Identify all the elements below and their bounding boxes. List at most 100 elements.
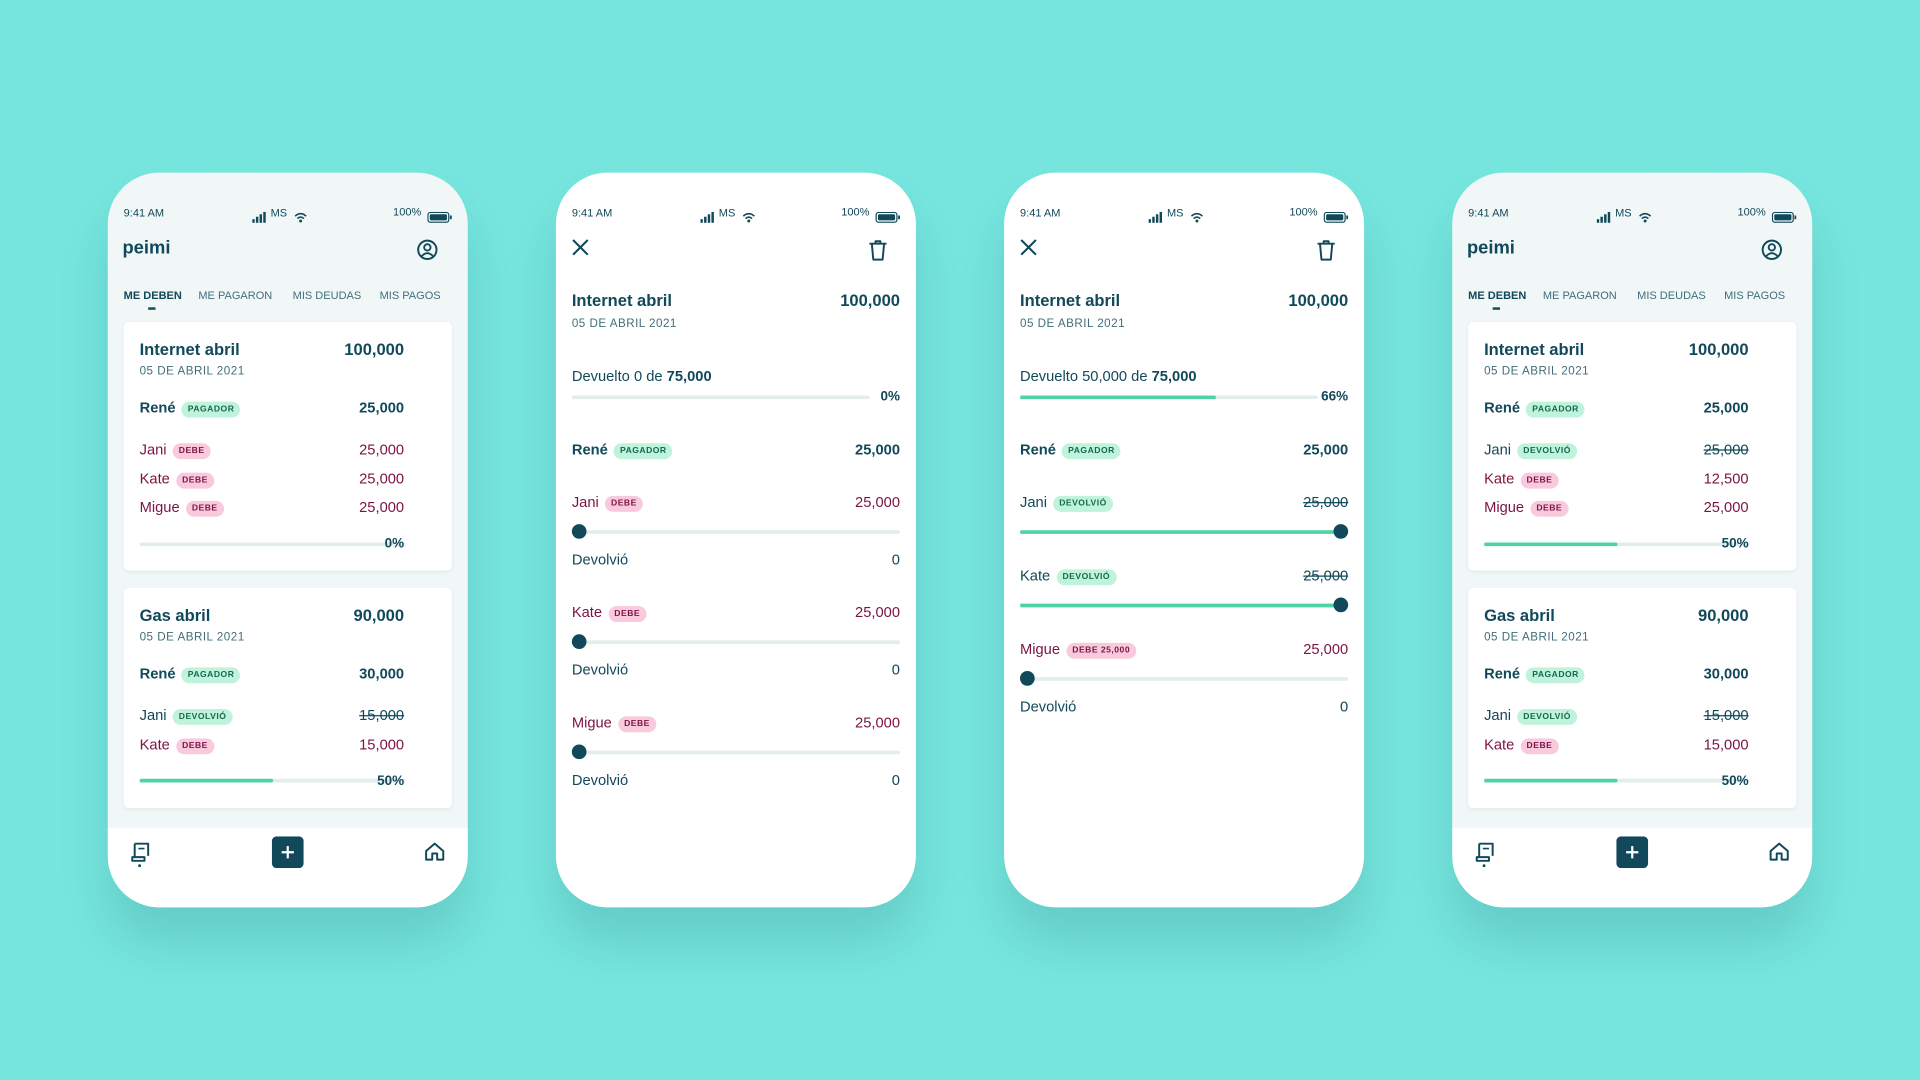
history-button[interactable] bbox=[129, 840, 153, 868]
card-title: Internet abril bbox=[139, 340, 240, 359]
progress-fill bbox=[1484, 778, 1617, 783]
status-badge: DEBE bbox=[172, 443, 211, 460]
add-button[interactable] bbox=[271, 836, 304, 869]
card-date: 05 DE ABRIL 2021 bbox=[1484, 364, 1590, 379]
status-badge: DEBE bbox=[185, 500, 224, 517]
progress-track bbox=[139, 778, 406, 783]
progress-label: 50% bbox=[1721, 536, 1749, 552]
slider-track bbox=[1020, 603, 1349, 607]
profile-button[interactable] bbox=[416, 239, 438, 261]
status-badge: DEBE bbox=[1520, 472, 1559, 488]
wifi-icon bbox=[742, 207, 755, 223]
home-button-svg bbox=[1769, 842, 1789, 861]
progress-track bbox=[571, 394, 870, 399]
person-amount: 25,000 bbox=[855, 440, 901, 458]
slider-knob[interactable] bbox=[1333, 597, 1349, 613]
person-row: Jani DEVOLVIÓ bbox=[140, 705, 233, 725]
slider-fill bbox=[1020, 603, 1341, 607]
summary-returned: 0 bbox=[633, 367, 643, 385]
person-row: Jani DEVOLVIÓ bbox=[1484, 440, 1577, 460]
card-amount: 100,000 bbox=[1688, 340, 1749, 359]
home-button[interactable] bbox=[424, 841, 446, 862]
add-button[interactable] bbox=[1616, 836, 1649, 869]
status-carrier: MS bbox=[1615, 206, 1632, 220]
status-badge: DEBE bbox=[604, 495, 643, 512]
person-row: Kate DEBE bbox=[1484, 468, 1559, 488]
profile-button-svg bbox=[417, 239, 438, 260]
person-row: René PAGADOR bbox=[1484, 664, 1585, 684]
slider-knob[interactable] bbox=[571, 524, 587, 539]
person-row: Kate DEVOLVIÓ bbox=[1020, 566, 1117, 586]
tab[interactable]: ME PAGARON bbox=[198, 288, 273, 302]
close-button[interactable] bbox=[1020, 239, 1037, 256]
wifi-icon bbox=[1638, 207, 1652, 223]
returned-value: 0 bbox=[1339, 697, 1349, 716]
slider-knob[interactable] bbox=[571, 744, 587, 760]
slider-knob[interactable] bbox=[571, 634, 587, 649]
status-battery: 100% bbox=[393, 205, 422, 218]
expense-card[interactable]: Gas abril 90,000 05 DE ABRIL 2021 René PAGAD… bbox=[1468, 587, 1797, 808]
expense-card[interactable]: Internet abril 100,000 05 DE ABRIL 2021 Ren… bbox=[123, 322, 452, 571]
signal-icon bbox=[1148, 207, 1165, 223]
person-name: René bbox=[139, 664, 176, 683]
tab[interactable]: MIS DEUDAS bbox=[292, 288, 362, 302]
signal-icon-svg bbox=[700, 211, 714, 223]
person-amount: 25,000 bbox=[359, 469, 405, 487]
expense-title: Internet abril bbox=[571, 291, 672, 310]
wifi-icon bbox=[1190, 207, 1203, 223]
card-amount: 100,000 bbox=[344, 340, 405, 359]
person-name: Kate bbox=[1484, 735, 1515, 753]
progress-label: 0% bbox=[384, 536, 405, 552]
add-button-svg bbox=[1616, 836, 1649, 869]
app-name: peimi bbox=[122, 237, 171, 259]
summary-label: Devuelto bbox=[571, 367, 630, 385]
person-amount: 25,000 bbox=[1703, 440, 1749, 458]
summary-total: 75,000 bbox=[666, 367, 712, 385]
signal-icon-svg bbox=[1148, 211, 1163, 223]
wifi-icon-svg bbox=[294, 212, 307, 223]
person-name: Jani bbox=[1020, 493, 1047, 511]
slider-knob[interactable] bbox=[1020, 671, 1035, 686]
status-badge: DEBE bbox=[608, 606, 647, 623]
status-badge: DEBE bbox=[1530, 500, 1569, 517]
tab[interactable]: ME PAGARON bbox=[1542, 288, 1617, 302]
wifi-icon-svg bbox=[1639, 212, 1652, 223]
history-button-svg bbox=[1475, 842, 1494, 868]
tab[interactable]: ME DEBEN bbox=[123, 288, 182, 302]
slider-knob[interactable] bbox=[1333, 524, 1349, 539]
returned-label: Devolvió bbox=[1020, 697, 1077, 716]
delete-button-svg bbox=[1317, 240, 1335, 261]
status-badge: DEBE bbox=[175, 737, 214, 754]
delete-button[interactable] bbox=[868, 240, 888, 261]
summary-label: Devuelto bbox=[1020, 367, 1079, 385]
expense-card[interactable]: Gas abril 90,000 05 DE ABRIL 2021 René PAGAD… bbox=[123, 587, 452, 808]
history-button[interactable] bbox=[1473, 840, 1497, 868]
tab[interactable]: MIS DEUDAS bbox=[1637, 288, 1706, 302]
tab[interactable]: MIS PAGOS bbox=[1724, 288, 1786, 302]
expense-card[interactable]: Internet abril 100,000 05 DE ABRIL 2021 Ren… bbox=[1468, 322, 1797, 571]
returned-label: Devolvió bbox=[571, 661, 629, 679]
returned-label: Devolvió bbox=[571, 771, 629, 789]
tab[interactable]: ME DEBEN bbox=[1468, 288, 1527, 302]
person-name: Migue bbox=[571, 713, 612, 732]
person-row: Kate DEBE bbox=[140, 468, 214, 488]
profile-button[interactable] bbox=[1761, 239, 1783, 261]
progress-fill bbox=[139, 778, 273, 783]
close-button[interactable] bbox=[572, 239, 589, 256]
status-badge: DEBE bbox=[175, 472, 214, 488]
wifi-icon-svg bbox=[742, 212, 755, 223]
delete-button[interactable] bbox=[1316, 240, 1336, 261]
card-amount: 90,000 bbox=[1698, 606, 1749, 625]
person-row: Jani DEBE bbox=[140, 440, 211, 460]
home-button[interactable] bbox=[1768, 841, 1790, 862]
progress-track bbox=[1020, 394, 1318, 399]
person-row: Migue DEBE bbox=[571, 713, 657, 733]
person-amount: 25,000 bbox=[359, 440, 405, 458]
phone-screen: 9:41 AM MS 100% peimi ME DEBEN ME PAGARON MIS … bbox=[1452, 172, 1813, 908]
expense-amount: 100,000 bbox=[1288, 291, 1349, 310]
person-row: Jani DEVOLVIÓ bbox=[1484, 705, 1577, 725]
tab[interactable]: MIS PAGOS bbox=[379, 288, 441, 302]
card-date: 05 DE ABRIL 2021 bbox=[139, 364, 245, 379]
